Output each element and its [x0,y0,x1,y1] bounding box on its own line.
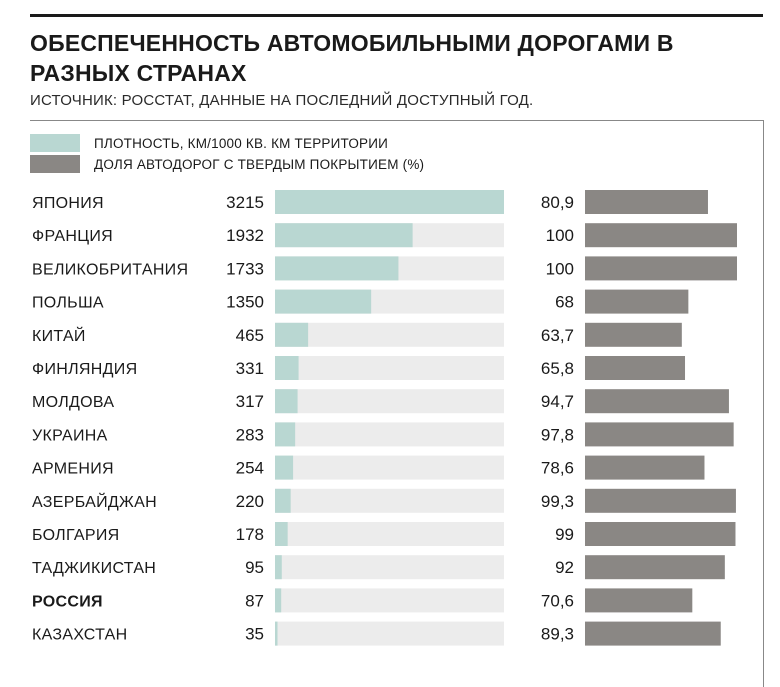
paved-bar-0 [585,190,708,214]
density-bar-track-11 [275,555,504,580]
country-label-13: КАЗАХСТАН [32,627,127,644]
country-label-7: УКРАИНА [32,427,108,444]
paved-bar-7 [585,422,734,447]
country-label-11: ТАДЖИКИСТАН [32,560,156,577]
legend-item-density: ПЛОТНОСТЬ, КМ/1000 КВ. КМ ТЕРРИТОРИИ [30,134,388,152]
density-bar-track-10 [275,522,504,546]
paved-bar-12 [585,588,693,613]
paved-value-label-1: 100 [546,226,574,245]
paved-bar-1 [585,223,737,248]
density-bar-track-12 [275,588,504,613]
paved-value-label-8: 78,6 [541,459,574,478]
density-bar-11 [275,555,282,580]
density-value-label-1: 1932 [226,226,264,245]
chart-title: ОБЕСПЕЧЕННОСТЬ АВТОМОБИЛЬНЫМИ ДОРОГАМИ В… [30,30,674,86]
density-value-label-5: 331 [236,359,264,378]
density-bar-4 [275,322,309,347]
density-value-label-6: 317 [236,392,264,411]
country-label-10: БОЛГАРИЯ [32,527,119,544]
density-bar-12 [275,588,282,613]
density-bar-track-5 [275,356,504,380]
paved-bar-2 [585,256,737,281]
paved-bar-3 [585,289,689,314]
paved-value-label-6: 94,7 [541,392,574,411]
density-value-label-7: 283 [236,425,264,444]
density-bar-track-6 [275,389,504,414]
paved-bar-9 [585,488,736,513]
paved-value-label-9: 99,3 [541,492,574,511]
country-label-5: ФИНЛЯНДИЯ [32,361,137,378]
density-bar-3 [275,289,372,314]
country-label-3: ПОЛЬША [32,295,104,312]
density-value-label-4: 465 [236,326,264,345]
country-label-9: АЗЕРБАЙДЖАН [32,492,157,511]
country-label-4: КИТАЙ [32,326,86,345]
density-value-label-3: 1350 [226,293,264,312]
country-label-2: ВЕЛИКОБРИТАНИЯ [32,261,188,278]
country-label-8: АРМЕНИЯ [32,461,114,478]
paved-value-label-3: 68 [555,293,574,312]
right-border-rule [763,120,764,687]
paved-value-label-7: 97,8 [541,425,574,444]
paved-value-label-5: 65,8 [541,359,574,378]
density-value-label-13: 35 [245,625,264,644]
density-value-label-11: 95 [245,558,264,577]
paved-bar-6 [585,389,729,414]
paved-value-label-0: 80,9 [541,193,574,212]
density-bar-7 [275,422,296,447]
legend-swatch-density [30,134,80,152]
density-bar-5 [275,356,299,380]
density-bar-0 [275,190,504,214]
density-bar-track-8 [275,455,504,480]
paved-value-label-13: 89,3 [541,625,574,644]
paved-bar-11 [585,555,725,580]
density-bar-1 [275,223,413,248]
paved-bar-8 [585,455,705,480]
paved-value-label-10: 99 [555,525,574,544]
chart-source: ИСТОЧНИК: РОССТАТ, ДАННЫЕ НА ПОСЛЕДНИЙ Д… [30,92,534,109]
paved-bar-13 [585,621,721,646]
density-value-label-10: 178 [236,525,264,544]
legend-swatch-paved [30,155,80,173]
density-value-label-9: 220 [236,492,264,511]
density-bar-track-7 [275,422,504,447]
density-value-label-2: 1733 [226,259,264,278]
paved-bar-10 [585,522,736,546]
density-bar-13 [275,621,278,646]
paved-bar-4 [585,322,682,347]
country-label-0: ЯПОНИЯ [32,195,104,212]
density-bar-track-9 [275,488,504,513]
paved-value-label-12: 70,6 [541,591,574,610]
legend-item-paved: ДОЛЯ АВТОДОРОГ С ТВЕРДЫМ ПОКРЫТИЕМ (%) [30,155,424,173]
top-rule [30,14,763,17]
density-bar-8 [275,455,294,480]
paved-value-label-4: 63,7 [541,326,574,345]
country-label-1: ФРАНЦИЯ [32,228,113,245]
density-bar-9 [275,488,291,513]
density-bar-2 [275,256,399,281]
density-bar-10 [275,522,288,546]
country-label-12: РОССИЯ [32,593,103,610]
density-bar-6 [275,389,298,414]
legend-label-density: ПЛОТНОСТЬ, КМ/1000 КВ. КМ ТЕРРИТОРИИ [94,135,389,151]
paved-value-label-11: 92 [555,558,574,577]
header-divider [30,120,763,121]
density-value-label-0: 3215 [226,193,264,212]
density-bar-track-4 [275,322,504,347]
country-label-6: МОЛДОВА [32,394,114,411]
paved-value-label-2: 100 [546,259,574,278]
density-value-label-8: 254 [236,459,264,478]
density-bar-track-13 [275,621,504,646]
density-value-label-12: 87 [245,591,264,610]
legend-label-paved: ДОЛЯ АВТОДОРОГ С ТВЕРДЫМ ПОКРЫТИЕМ (%) [94,156,425,172]
paved-bar-5 [585,356,686,380]
